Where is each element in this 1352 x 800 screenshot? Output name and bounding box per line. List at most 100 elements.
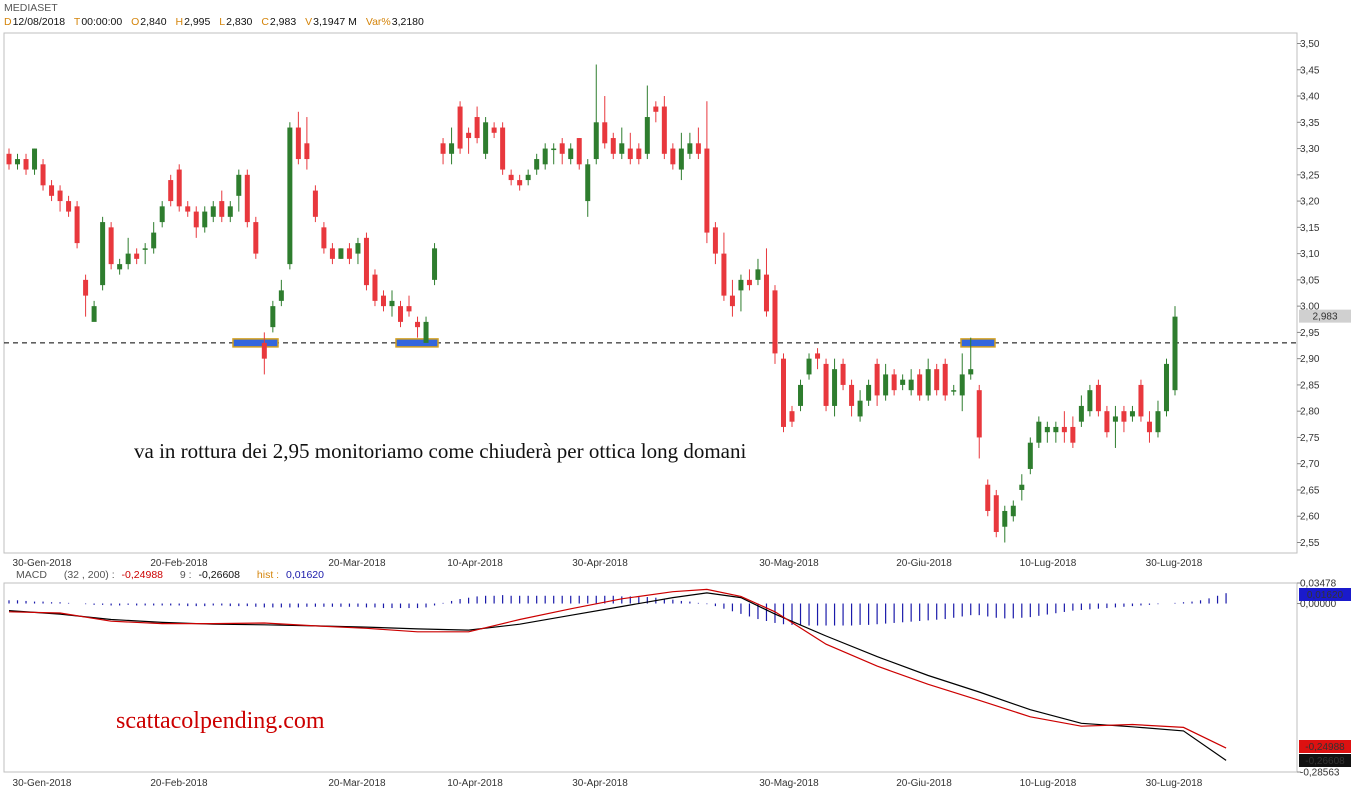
candle-body — [346, 248, 352, 259]
candle-body — [780, 358, 786, 427]
candle-body — [321, 227, 327, 249]
candle-body — [798, 384, 804, 406]
candle-body — [449, 143, 455, 154]
macd-header: MACD (32 , 200) : -0,24988 9 : -0,26608 … — [16, 569, 324, 581]
candle-body — [985, 484, 991, 511]
candle-body — [6, 153, 12, 165]
candle-body — [644, 117, 650, 154]
candle-body — [951, 390, 957, 392]
candle-body — [1163, 363, 1169, 412]
candle-body — [806, 358, 812, 375]
resistance-box — [960, 338, 996, 348]
candle-body — [1027, 442, 1033, 469]
candle-body — [619, 143, 625, 154]
price-x-label: 30-Gen-2018 — [13, 558, 72, 569]
candle-body — [934, 369, 940, 391]
price-x-label: 30-Lug-2018 — [1146, 558, 1203, 569]
candle-body — [389, 300, 395, 307]
candle-body — [40, 164, 46, 186]
candle-body — [1095, 384, 1101, 412]
candle-body — [712, 227, 718, 254]
candle-body — [363, 237, 369, 286]
candle-body — [1104, 411, 1110, 433]
macd-line — [8, 588, 1227, 749]
macd-x-label: 10-Apr-2018 — [447, 778, 503, 789]
candle-body — [185, 206, 191, 212]
price-x-label: 20-Mar-2018 — [328, 558, 386, 569]
candle-body — [883, 374, 889, 396]
candle-body — [908, 379, 914, 391]
candle-body — [474, 117, 480, 139]
candle-body — [100, 222, 106, 286]
candle-body — [287, 127, 293, 265]
price-y-label: 3,30 — [1300, 144, 1320, 155]
candle-body — [832, 369, 838, 406]
candle-body — [176, 169, 182, 207]
candle-body — [1121, 411, 1127, 422]
candle-body — [815, 353, 821, 359]
macd-x-label: 30-Apr-2018 — [572, 778, 628, 789]
candle-body — [517, 180, 523, 186]
candle-body — [636, 148, 642, 160]
macd-y-axis: 0,03478 0,00000 -0,28563 — [1297, 579, 1340, 779]
price-y-label: 2,70 — [1300, 459, 1320, 470]
candle-body — [415, 321, 421, 328]
candle-body — [874, 363, 880, 396]
macd-y-label: 0,00000 — [1300, 599, 1337, 610]
price-x-label: 20-Giu-2018 — [896, 558, 952, 569]
candle-body — [661, 106, 667, 154]
candle-body — [968, 369, 974, 375]
signal-badge — [1299, 754, 1351, 767]
candle-body — [670, 148, 676, 165]
candle-body — [134, 253, 140, 259]
candle-body — [746, 279, 752, 286]
candlestick-series — [6, 64, 1178, 543]
candle-body — [1070, 426, 1076, 443]
macd-x-label: 30-Mag-2018 — [759, 778, 819, 789]
macd-x-axis: 30-Gen-2018 20-Feb-2018 20-Mar-2018 10-Apr-… — [13, 778, 1203, 789]
candle-body — [372, 274, 378, 301]
price-y-axis: 3,50 3,45 3,40 3,35 3,30 3,25 3,20 3,15 3,10 3,05… — [1297, 39, 1320, 549]
macd-x-label: 10-Lug-2018 — [1020, 778, 1077, 789]
symbol-title: MEDIASET — [4, 2, 58, 14]
price-y-label: 3,15 — [1300, 223, 1320, 234]
price-y-label: 2,65 — [1300, 485, 1320, 496]
candle-body — [210, 206, 216, 217]
ohlc-header: D12/08/2018 T00:00:00 O2,840 H2,995 L2,8… — [4, 16, 424, 28]
candle-body — [525, 174, 531, 181]
resistance-box — [232, 338, 279, 348]
candle-body — [610, 138, 616, 154]
price-x-label: 10-Lug-2018 — [1020, 558, 1077, 569]
candle-body — [83, 279, 89, 296]
candle-body — [423, 321, 429, 343]
candle-body — [857, 400, 863, 417]
candle-body — [1155, 411, 1161, 433]
candle-body — [440, 143, 446, 154]
candle-body — [942, 363, 948, 396]
candle-body — [380, 295, 386, 307]
price-y-label: 3,25 — [1300, 170, 1320, 181]
candle-body — [542, 148, 548, 165]
annotation-text: va in rottura dei 2,95 monitoriamo come … — [134, 439, 746, 463]
price-y-label: 3,35 — [1300, 118, 1320, 129]
resistance-box — [395, 338, 439, 348]
candle-body — [304, 143, 310, 160]
candle-body — [763, 274, 769, 312]
price-y-label: 3,10 — [1300, 249, 1320, 260]
candle-body — [142, 248, 148, 250]
candle-body — [866, 384, 872, 401]
candle-body — [1138, 384, 1144, 417]
candle-body — [1087, 390, 1093, 412]
candle-body — [261, 342, 267, 359]
candle-body — [1044, 426, 1050, 433]
candle-body — [721, 253, 727, 296]
candle-body — [729, 295, 735, 307]
candle-body — [500, 127, 506, 170]
price-y-label: 2,80 — [1300, 407, 1320, 418]
candle-body — [789, 411, 795, 422]
candle-body — [959, 374, 965, 396]
candle-body — [602, 122, 608, 144]
macd-histogram — [8, 593, 1227, 626]
candle-body — [576, 138, 582, 165]
